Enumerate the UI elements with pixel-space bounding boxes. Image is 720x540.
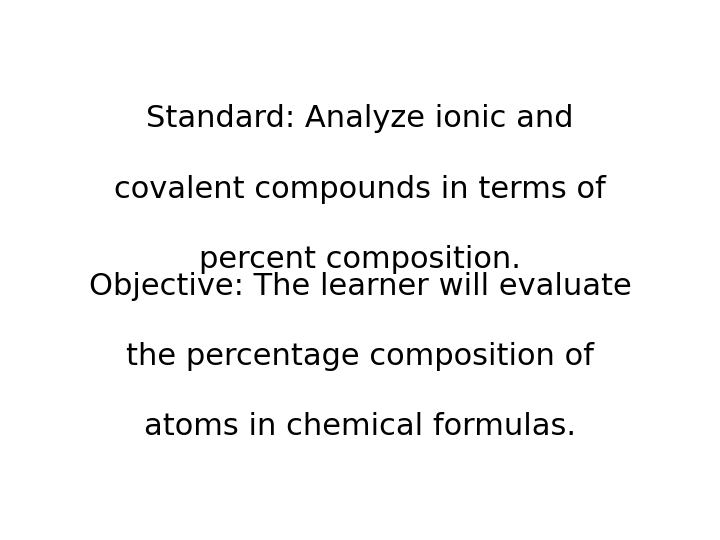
Text: covalent compounds in terms of: covalent compounds in terms of — [114, 174, 606, 204]
Text: percent composition.: percent composition. — [199, 245, 521, 274]
Text: Objective: The learner will evaluate: Objective: The learner will evaluate — [89, 272, 631, 301]
Text: Standard: Analyze ionic and: Standard: Analyze ionic and — [146, 104, 574, 133]
Text: the percentage composition of: the percentage composition of — [126, 342, 594, 371]
Text: atoms in chemical formulas.: atoms in chemical formulas. — [144, 412, 576, 441]
